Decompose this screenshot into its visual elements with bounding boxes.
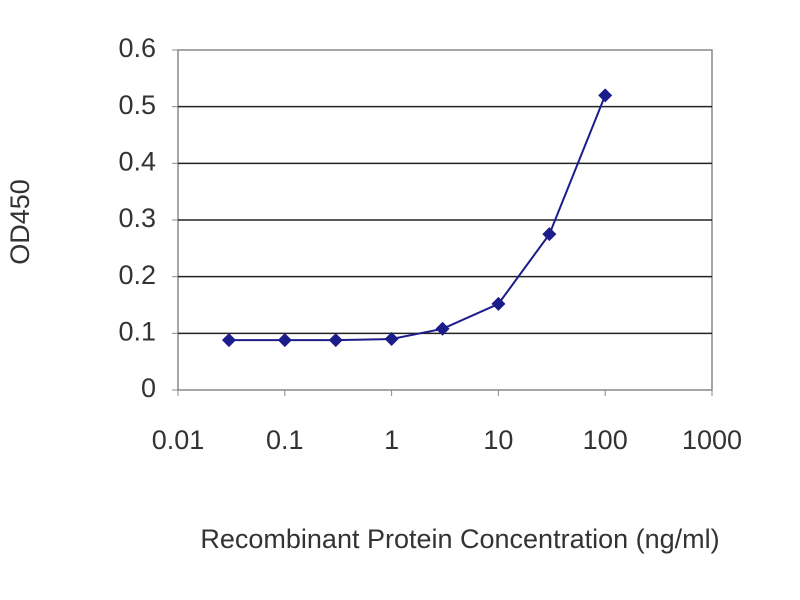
- y-axis-label: OD450: [5, 179, 35, 265]
- x-tick-label: 0.01: [152, 425, 205, 455]
- y-tick-label: 0: [141, 373, 156, 403]
- y-tick-label: 0.1: [118, 316, 156, 346]
- x-tick-label: 0.1: [266, 425, 304, 455]
- x-axis-label: Recombinant Protein Concentration (ng/ml…: [200, 524, 719, 554]
- x-tick-label: 10: [483, 425, 513, 455]
- x-tick-label: 1: [384, 425, 399, 455]
- x-tick-label: 1000: [682, 425, 742, 455]
- y-tick-label: 0.3: [118, 203, 156, 233]
- data-marker: [598, 88, 613, 103]
- data-marker: [277, 333, 292, 348]
- y-tick-label: 0.5: [118, 90, 156, 120]
- data-line: [229, 94, 607, 342]
- data-marker: [221, 333, 236, 348]
- data-marker: [435, 321, 450, 336]
- y-tick-label: 0.4: [118, 146, 156, 176]
- data-marker: [384, 332, 399, 346]
- data-marker: [491, 296, 506, 311]
- data-marker: [328, 333, 343, 348]
- y-tick-label: 0.2: [118, 260, 156, 290]
- y-tick-label: 0.6: [118, 33, 156, 63]
- x-tick-label: 100: [583, 425, 628, 455]
- data-marker: [542, 227, 557, 242]
